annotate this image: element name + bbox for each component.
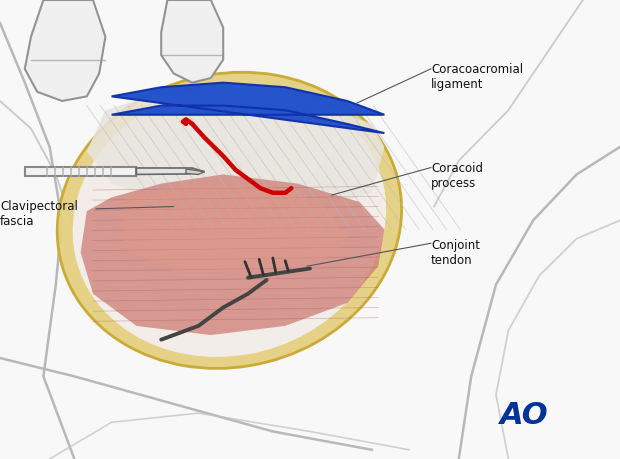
Polygon shape <box>25 0 105 101</box>
Polygon shape <box>124 184 347 271</box>
Polygon shape <box>161 0 223 83</box>
Text: Conjoint
tendon: Conjoint tendon <box>431 239 480 267</box>
Text: Coracoid
process: Coracoid process <box>431 162 483 190</box>
Polygon shape <box>25 167 136 176</box>
Polygon shape <box>136 168 205 174</box>
Polygon shape <box>87 92 384 211</box>
Polygon shape <box>112 83 384 133</box>
Ellipse shape <box>73 84 386 357</box>
Text: Clavipectoral
fascia: Clavipectoral fascia <box>0 200 78 228</box>
Text: Coracoacromial
ligament: Coracoacromial ligament <box>431 63 523 91</box>
Text: AO: AO <box>500 401 548 430</box>
Polygon shape <box>81 174 384 335</box>
Polygon shape <box>186 169 205 174</box>
Ellipse shape <box>57 72 402 369</box>
